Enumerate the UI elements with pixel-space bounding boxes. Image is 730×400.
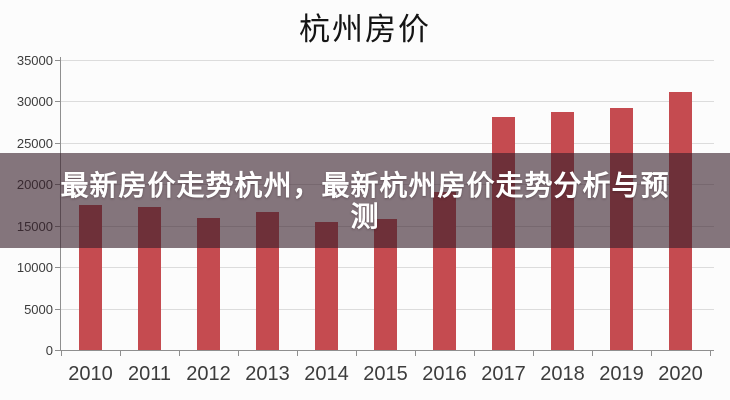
bar-2012 bbox=[197, 218, 220, 350]
y-tick-0 bbox=[55, 350, 61, 351]
x-tick-0 bbox=[61, 351, 62, 356]
x-tick-2 bbox=[179, 351, 180, 356]
x-axis-label-2017: 2017 bbox=[481, 363, 526, 385]
x-tick-5 bbox=[356, 351, 357, 356]
x-axis-label-2012: 2012 bbox=[186, 363, 231, 385]
x-tick-end bbox=[710, 351, 711, 356]
headline-line1: 最新房价走势杭州，最新杭州房价走势分析与预 bbox=[60, 169, 670, 201]
x-tick-1 bbox=[120, 351, 121, 356]
y-axis-label-25000: 25000 bbox=[16, 135, 53, 151]
x-axis-label-2011: 2011 bbox=[127, 363, 171, 385]
y-tick-30000 bbox=[55, 101, 61, 103]
x-axis-label-2018: 2018 bbox=[540, 363, 585, 385]
gridline-25000 bbox=[61, 142, 714, 144]
x-axis-label-2013: 2013 bbox=[245, 363, 290, 385]
y-axis-label-10000: 10000 bbox=[16, 260, 53, 276]
chart-title: 杭州房价 bbox=[299, 12, 431, 47]
x-tick-6 bbox=[415, 351, 416, 356]
headline-line2: 测 bbox=[350, 200, 380, 232]
gridline-35000 bbox=[61, 60, 714, 61]
x-tick-3 bbox=[238, 351, 239, 356]
x-axis-label-2015: 2015 bbox=[363, 363, 408, 385]
y-tick-35000 bbox=[55, 60, 61, 61]
x-axis bbox=[60, 350, 714, 351]
headline-overlay: 最新房价走势杭州，最新杭州房价走势分析与预 测 bbox=[0, 153, 730, 248]
x-axis-label-2014: 2014 bbox=[304, 363, 349, 385]
y-axis-label-0: 0 bbox=[45, 343, 53, 358]
y-tick-25000 bbox=[55, 142, 61, 144]
x-tick-7 bbox=[474, 351, 475, 356]
bar-2015 bbox=[374, 219, 397, 350]
x-tick-4 bbox=[297, 351, 298, 356]
x-tick-10 bbox=[651, 351, 652, 356]
y-tick-5000 bbox=[55, 308, 61, 310]
x-axis-label-2019: 2019 bbox=[599, 363, 644, 385]
x-axis-label-2016: 2016 bbox=[422, 363, 467, 385]
gridline-30000 bbox=[61, 101, 714, 103]
x-tick-9 bbox=[592, 351, 593, 356]
bar-2014 bbox=[315, 221, 338, 350]
y-axis-label-35000: 35000 bbox=[16, 53, 53, 68]
x-axis-label-2020: 2020 bbox=[658, 363, 703, 385]
y-axis-label-5000: 5000 bbox=[24, 301, 53, 317]
x-axis-label-2010: 2010 bbox=[68, 363, 113, 385]
x-tick-8 bbox=[533, 351, 534, 356]
y-tick-10000 bbox=[55, 267, 61, 269]
y-axis-label-30000: 30000 bbox=[16, 94, 53, 110]
